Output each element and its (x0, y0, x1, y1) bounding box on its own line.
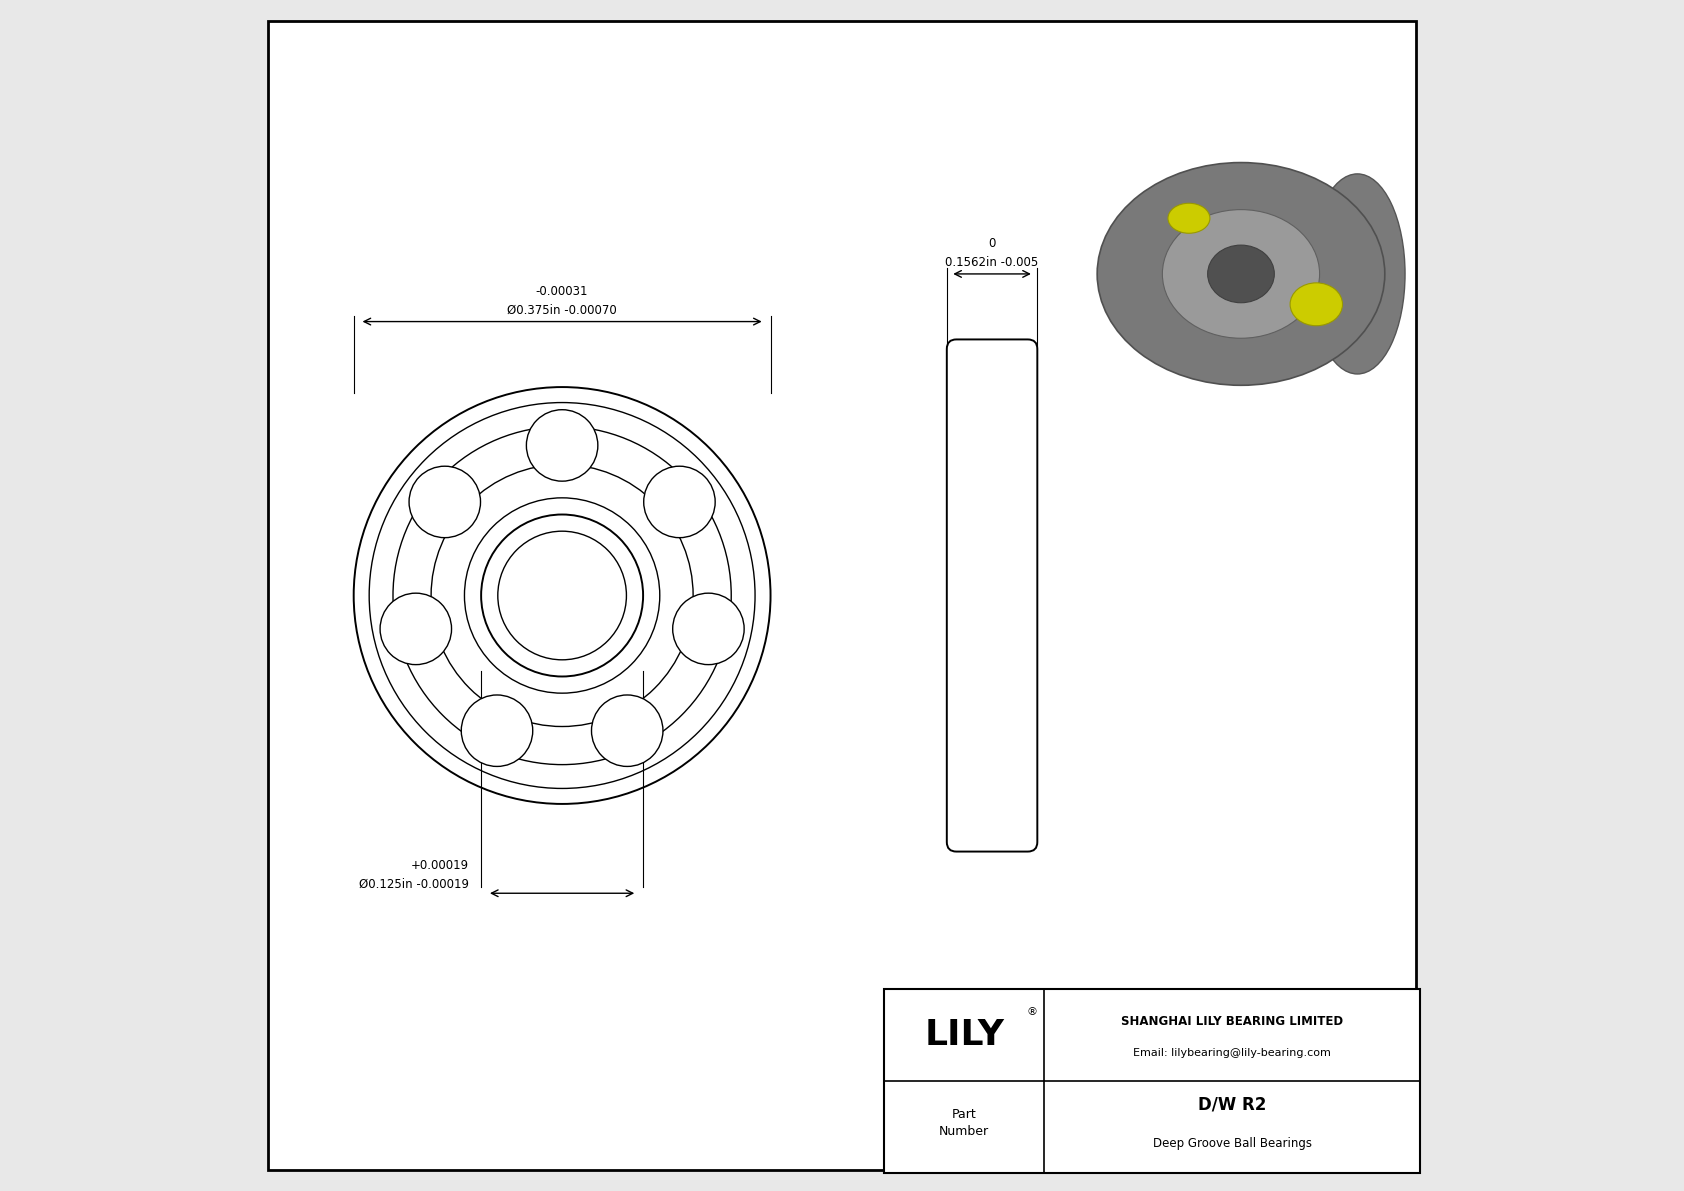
Ellipse shape (1162, 210, 1320, 338)
Circle shape (381, 593, 451, 665)
Ellipse shape (1290, 282, 1342, 325)
Circle shape (643, 466, 716, 537)
Circle shape (527, 410, 598, 481)
Text: Ø0.375in -0.00070: Ø0.375in -0.00070 (507, 304, 616, 317)
Circle shape (591, 696, 663, 767)
Text: 0: 0 (989, 237, 995, 250)
Ellipse shape (1207, 245, 1275, 303)
Bar (884, 989, 1420, 1173)
Text: +0.00019: +0.00019 (411, 859, 470, 872)
Circle shape (409, 466, 480, 537)
Text: Deep Groove Ball Bearings: Deep Groove Ball Bearings (1152, 1137, 1312, 1151)
FancyBboxPatch shape (946, 339, 1037, 852)
Ellipse shape (1169, 204, 1209, 233)
Text: SHANGHAI LILY BEARING LIMITED: SHANGHAI LILY BEARING LIMITED (1122, 1015, 1344, 1028)
Ellipse shape (1098, 163, 1384, 386)
Text: Part
Number: Part Number (940, 1109, 989, 1139)
Text: 0.1562in -0.005: 0.1562in -0.005 (945, 256, 1039, 269)
Circle shape (461, 696, 532, 767)
Text: D/W R2: D/W R2 (1197, 1096, 1266, 1114)
Text: Ø0.125in -0.00019: Ø0.125in -0.00019 (359, 878, 470, 891)
Circle shape (672, 593, 744, 665)
Ellipse shape (1310, 174, 1404, 374)
Text: -0.00031: -0.00031 (536, 285, 588, 298)
Text: Email: lilybearing@lily-bearing.com: Email: lilybearing@lily-bearing.com (1133, 1048, 1330, 1058)
Text: LILY: LILY (925, 1017, 1004, 1052)
Text: ®: ® (1026, 1008, 1037, 1017)
